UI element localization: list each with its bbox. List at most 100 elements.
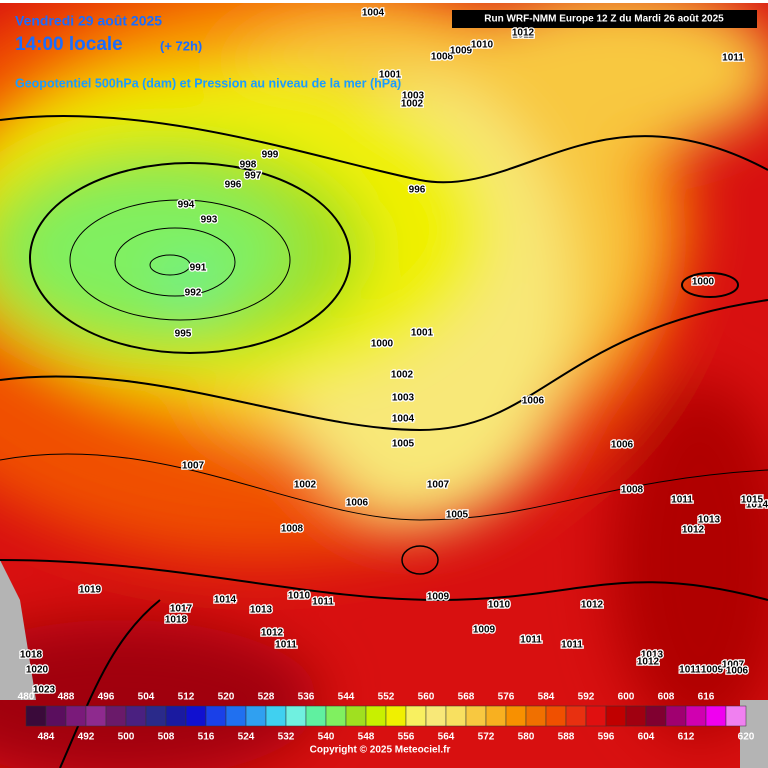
isobar-label: 1012 xyxy=(581,600,604,611)
legend-swatch xyxy=(685,705,707,727)
legend-label: 508 xyxy=(158,732,175,743)
legend-label: 588 xyxy=(558,732,575,743)
legend-swatch xyxy=(45,705,67,727)
isobar-label: 1012 xyxy=(261,628,284,639)
legend-label: 512 xyxy=(178,692,195,703)
legend-label: 564 xyxy=(438,732,455,743)
isobar-label: 1011 xyxy=(520,635,542,646)
isobar-label: 1011 xyxy=(312,597,334,608)
isobar-label: 998 xyxy=(240,160,257,171)
isobar-label: 1010 xyxy=(471,40,494,51)
legend-swatch xyxy=(385,705,407,727)
isobar-label: 993 xyxy=(201,215,218,226)
legend-label: 500 xyxy=(118,732,135,743)
isobar-label: 1009 xyxy=(450,46,473,57)
isobar-label: 997 xyxy=(245,171,262,182)
isobar-label: 1019 xyxy=(79,585,102,596)
isobar-label: 1011 xyxy=(679,665,701,676)
legend-label: 612 xyxy=(678,732,695,743)
legend-swatch xyxy=(725,705,747,727)
isobar-label: 1007 xyxy=(182,461,205,472)
subtitle: Geopotentiel 500hPa (dam) et Pression au… xyxy=(15,76,401,90)
legend-label: 532 xyxy=(278,732,295,743)
isobar-label: 1010 xyxy=(288,591,311,602)
isobar-label: 1014 xyxy=(214,595,237,606)
isobar-label: 994 xyxy=(178,200,195,211)
isobar-label: 1017 xyxy=(170,604,193,615)
isobar-label: 1011 xyxy=(512,30,534,41)
isobar-label: 1009 xyxy=(473,625,496,636)
lead-time: (+ 72h) xyxy=(160,38,202,53)
legend-label: 620 xyxy=(738,732,755,743)
isobar-label: 1009 xyxy=(427,592,450,603)
isobar-label: 1002 xyxy=(401,99,424,110)
legend-label: 580 xyxy=(518,732,535,743)
legend-label: 604 xyxy=(638,732,655,743)
legend-label: 596 xyxy=(598,732,615,743)
legend-label: 556 xyxy=(398,732,415,743)
isobar-label: 1006 xyxy=(522,396,545,407)
top-edge xyxy=(0,0,768,3)
isobar-label: 1006 xyxy=(611,440,634,451)
legend-label: 480 xyxy=(18,692,35,703)
legend-swatch xyxy=(225,705,247,727)
isobar-label: 1000 xyxy=(692,277,715,288)
isobar-label: 1011 xyxy=(275,640,297,651)
legend-label: 560 xyxy=(418,692,435,703)
legend-label: 568 xyxy=(458,692,475,703)
legend-swatch xyxy=(185,705,207,727)
legend-label: 544 xyxy=(338,692,355,703)
legend-swatch xyxy=(205,705,227,727)
outside-domain xyxy=(0,560,36,700)
isobar-label: 999 xyxy=(262,150,279,161)
legend-label: 592 xyxy=(578,692,595,703)
isobar-label: 1000 xyxy=(371,339,394,350)
legend-swatch xyxy=(485,705,507,727)
legend-label: 576 xyxy=(498,692,515,703)
legend-label: 492 xyxy=(78,732,95,743)
isobar-label: 1011 xyxy=(722,53,744,64)
legend-label: 616 xyxy=(698,692,715,703)
isobar-labels: 1004100810091010101110121011100110031002… xyxy=(19,6,768,697)
isobar-label: 1005 xyxy=(446,510,469,521)
isobar-label: 1002 xyxy=(294,480,317,491)
run-box xyxy=(452,10,757,28)
legend-label: 600 xyxy=(618,692,635,703)
isobar-label: 1018 xyxy=(20,650,43,661)
legend-label: 524 xyxy=(238,732,255,743)
isobar-label: 1007 xyxy=(427,480,450,491)
isobar-label: 1004 xyxy=(362,8,385,19)
legend-label: 536 xyxy=(298,692,315,703)
legend-label: 516 xyxy=(198,732,215,743)
legend-label: 528 xyxy=(258,692,275,703)
legend-swatch xyxy=(305,705,327,727)
legend-swatch xyxy=(265,705,287,727)
legend-label: 572 xyxy=(478,732,495,743)
isobars xyxy=(0,114,768,768)
legend-swatch xyxy=(365,705,387,727)
isobar-label: 995 xyxy=(175,329,192,340)
isobar-label: 1018 xyxy=(165,615,188,626)
copyright: Copyright © 2025 Meteociel.fr xyxy=(310,745,451,756)
legend-swatch xyxy=(445,705,467,727)
legend-swatch xyxy=(65,705,87,727)
legend-swatch xyxy=(325,705,347,727)
legend-swatch xyxy=(605,705,627,727)
legend-swatch xyxy=(345,705,367,727)
legend-label: 548 xyxy=(358,732,375,743)
legend-label: 540 xyxy=(318,732,335,743)
legend-label: 496 xyxy=(98,692,115,703)
legend-label: 584 xyxy=(538,692,555,703)
isobar-label: 1008 xyxy=(621,485,644,496)
isobar-label: 1020 xyxy=(26,665,49,676)
isobar-label: 1014 xyxy=(746,500,768,511)
isobar-label: 1008 xyxy=(281,524,304,535)
date: Vendredi 29 août 2025 xyxy=(15,13,162,29)
isobar-label: 1008 xyxy=(431,52,454,63)
legend-label: 552 xyxy=(378,692,395,703)
legend-label: 504 xyxy=(138,692,155,703)
legend-swatch xyxy=(645,705,667,727)
isobar-label: 1003 xyxy=(392,393,415,404)
